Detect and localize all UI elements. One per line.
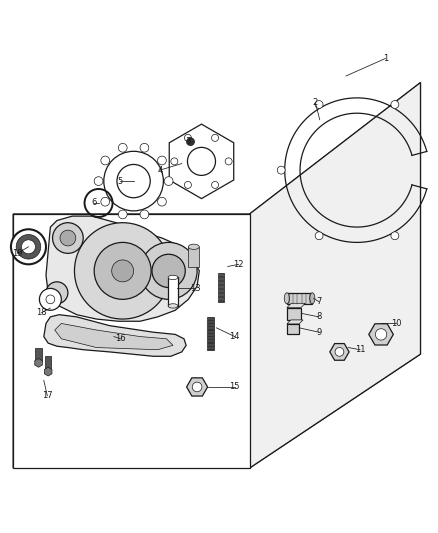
Polygon shape [44, 314, 186, 356]
Text: 11: 11 [355, 345, 365, 354]
Circle shape [117, 165, 150, 198]
Polygon shape [287, 320, 303, 324]
Text: 6: 6 [92, 198, 97, 207]
Circle shape [74, 223, 171, 319]
Polygon shape [13, 214, 250, 468]
Bar [287, 324, 299, 334]
Circle shape [140, 243, 197, 300]
Text: 7: 7 [316, 297, 321, 306]
Ellipse shape [188, 244, 199, 249]
Polygon shape [169, 124, 234, 199]
Text: 19: 19 [12, 249, 23, 258]
Polygon shape [369, 324, 393, 345]
Circle shape [46, 282, 68, 304]
Polygon shape [46, 216, 199, 321]
Circle shape [21, 240, 35, 254]
Circle shape [16, 235, 41, 259]
Bar [287, 293, 312, 304]
Circle shape [140, 210, 149, 219]
Polygon shape [187, 378, 208, 396]
Bar [35, 348, 42, 361]
Circle shape [11, 229, 46, 264]
Circle shape [315, 232, 323, 240]
Bar [45, 356, 51, 369]
Circle shape [335, 348, 344, 356]
Text: 12: 12 [233, 260, 244, 269]
Text: 5: 5 [118, 176, 123, 185]
Bar [218, 273, 224, 302]
Circle shape [101, 197, 110, 206]
Circle shape [94, 177, 103, 185]
Circle shape [53, 223, 83, 253]
Circle shape [277, 166, 285, 174]
Text: 17: 17 [42, 391, 53, 400]
Circle shape [187, 138, 194, 146]
Text: 8: 8 [316, 312, 321, 321]
Polygon shape [44, 367, 52, 376]
Text: 4: 4 [157, 166, 162, 175]
Circle shape [184, 181, 191, 188]
Bar [287, 308, 301, 320]
Polygon shape [55, 324, 173, 350]
Circle shape [375, 329, 387, 340]
Bar [207, 317, 214, 350]
Polygon shape [330, 344, 349, 360]
Circle shape [225, 158, 232, 165]
Bar [168, 278, 178, 306]
Circle shape [118, 143, 127, 152]
Circle shape [212, 181, 219, 188]
Circle shape [158, 197, 166, 206]
Polygon shape [13, 83, 420, 468]
Circle shape [104, 151, 163, 211]
Circle shape [171, 158, 178, 165]
Circle shape [192, 382, 202, 392]
Circle shape [391, 232, 399, 240]
Polygon shape [35, 359, 42, 367]
Circle shape [46, 295, 55, 304]
Polygon shape [287, 303, 305, 308]
Circle shape [315, 101, 323, 108]
Circle shape [164, 177, 173, 185]
Circle shape [212, 134, 219, 141]
Circle shape [94, 243, 151, 300]
Circle shape [158, 156, 166, 165]
Text: 3: 3 [186, 137, 191, 146]
Ellipse shape [168, 304, 178, 308]
Circle shape [39, 288, 61, 310]
Text: 1: 1 [383, 54, 388, 63]
Ellipse shape [310, 293, 315, 304]
Circle shape [184, 134, 191, 141]
Circle shape [60, 230, 76, 246]
Text: 9: 9 [316, 328, 321, 337]
Circle shape [112, 260, 134, 282]
Polygon shape [250, 83, 420, 468]
Circle shape [152, 254, 185, 287]
Circle shape [187, 147, 215, 175]
Circle shape [391, 101, 399, 108]
Text: 15: 15 [230, 383, 240, 391]
Text: 13: 13 [190, 284, 200, 293]
Text: 2: 2 [313, 98, 318, 107]
Circle shape [140, 143, 149, 152]
Text: 18: 18 [36, 308, 47, 317]
Circle shape [101, 156, 110, 165]
Ellipse shape [284, 293, 290, 304]
Ellipse shape [168, 275, 178, 280]
Text: 16: 16 [115, 334, 126, 343]
Text: 14: 14 [230, 332, 240, 341]
Text: 10: 10 [391, 319, 402, 328]
Circle shape [118, 210, 127, 219]
Polygon shape [188, 247, 199, 266]
